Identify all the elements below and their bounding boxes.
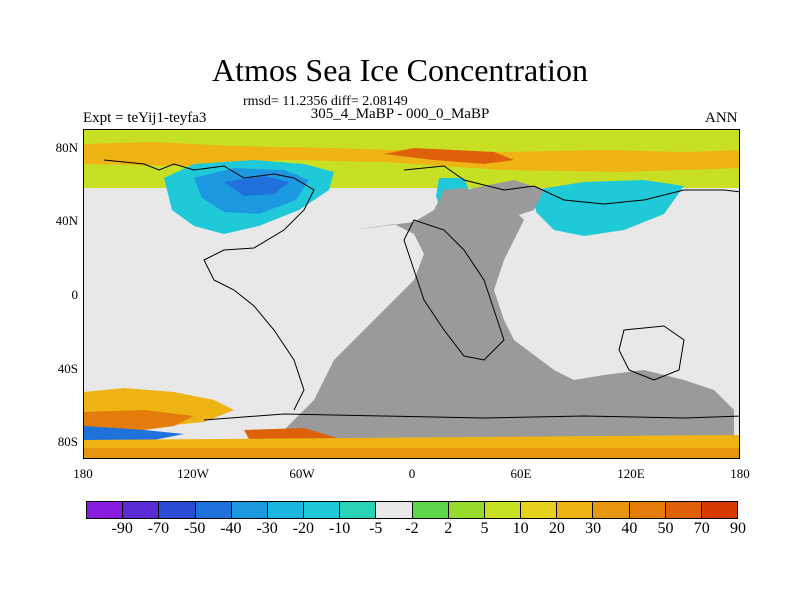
colorbar-swatch xyxy=(230,502,267,518)
x-tick-label: 0 xyxy=(408,466,416,481)
colorbar-label: -30 xyxy=(256,520,278,537)
map-panel xyxy=(83,129,740,459)
colorbar xyxy=(86,501,738,519)
colorbar-swatch xyxy=(592,502,629,518)
x-tick-label: 60W xyxy=(289,466,315,481)
colorbar-label: 2 xyxy=(444,520,453,537)
antarctica-coast xyxy=(203,413,739,421)
north-atlantic-negative xyxy=(534,180,684,236)
colorbar-swatch xyxy=(520,502,557,518)
experiment-label: Expt = teYij1-teyfa3 xyxy=(83,110,207,126)
colorbar-label: -10 xyxy=(328,520,351,537)
land-region xyxy=(284,188,734,445)
colorbar-label: 10 xyxy=(512,520,529,537)
colorbar-swatch xyxy=(411,502,448,518)
colorbar-label: 5 xyxy=(480,520,489,537)
colorbar-label: 20 xyxy=(548,520,565,537)
colorbar-swatch xyxy=(194,502,231,518)
colorbar-label: -50 xyxy=(183,520,206,537)
x-tick-label: 120E xyxy=(617,466,645,481)
colorbar-swatch xyxy=(303,502,340,518)
subtitle: 305_4_MaBP - 000_0_MaBP xyxy=(310,106,490,122)
colorbar-label: 50 xyxy=(657,520,674,537)
colorbar-label: 40 xyxy=(621,520,638,537)
colorbar-label: 70 xyxy=(693,520,710,537)
colorbar-swatch xyxy=(266,502,304,518)
colorbar-swatch xyxy=(700,502,738,518)
x-tick-label: 180 xyxy=(73,466,93,481)
arctic-high-anomaly xyxy=(384,148,514,164)
coastlines xyxy=(103,159,739,421)
north-pacific-deep xyxy=(224,176,289,196)
y-tick-label: 0 xyxy=(71,287,79,302)
north-land-region xyxy=(464,180,544,220)
eurasia-coast xyxy=(403,165,739,205)
colorbar-label: 30 xyxy=(585,520,602,537)
stats-label: rmsd= 11.2356 diff= 2.08149 xyxy=(243,94,408,109)
map-title: Atmos Sea Ice Concentration xyxy=(212,52,588,88)
australia-coast xyxy=(618,325,685,381)
colorbar-swatch xyxy=(375,502,412,518)
colorbar-swatch xyxy=(339,502,376,518)
antarctic-edge-band xyxy=(84,448,739,458)
colorbar-swatch xyxy=(483,502,521,518)
colorbar-label: -70 xyxy=(147,520,170,537)
ross-sea-negative xyxy=(84,426,184,442)
colorbar-label: -20 xyxy=(292,520,314,537)
x-tick-label: 120W xyxy=(177,466,209,481)
colorbar-swatch xyxy=(556,502,593,518)
colorbar-swatch xyxy=(87,502,123,518)
x-tick-label: 180 xyxy=(730,466,750,481)
colorbar-swatch xyxy=(447,502,484,518)
x-tick-label: 60E xyxy=(510,466,532,481)
colorbar-label: -40 xyxy=(220,520,242,537)
colorbar-label: -2 xyxy=(405,520,419,537)
colorbar-swatch xyxy=(628,502,665,518)
y-tick-label: 80N xyxy=(55,140,78,155)
antarctic-ice-band xyxy=(84,435,739,448)
colorbar-label: 90 xyxy=(730,520,746,537)
map-svg xyxy=(84,130,739,458)
colorbar-swatch xyxy=(664,502,701,518)
colorbar-swatch xyxy=(158,502,195,518)
y-tick-label: 80S xyxy=(57,434,78,449)
americas-coast xyxy=(103,159,315,411)
colorbar-label: -5 xyxy=(369,520,383,537)
y-tick-label: 40S xyxy=(57,361,78,376)
africa-coast xyxy=(403,219,505,361)
y-tick-label: 40N xyxy=(55,213,78,228)
period-label: ANN xyxy=(705,110,738,126)
colorbar-swatch xyxy=(122,502,159,518)
colorbar-label: -90 xyxy=(111,520,133,537)
